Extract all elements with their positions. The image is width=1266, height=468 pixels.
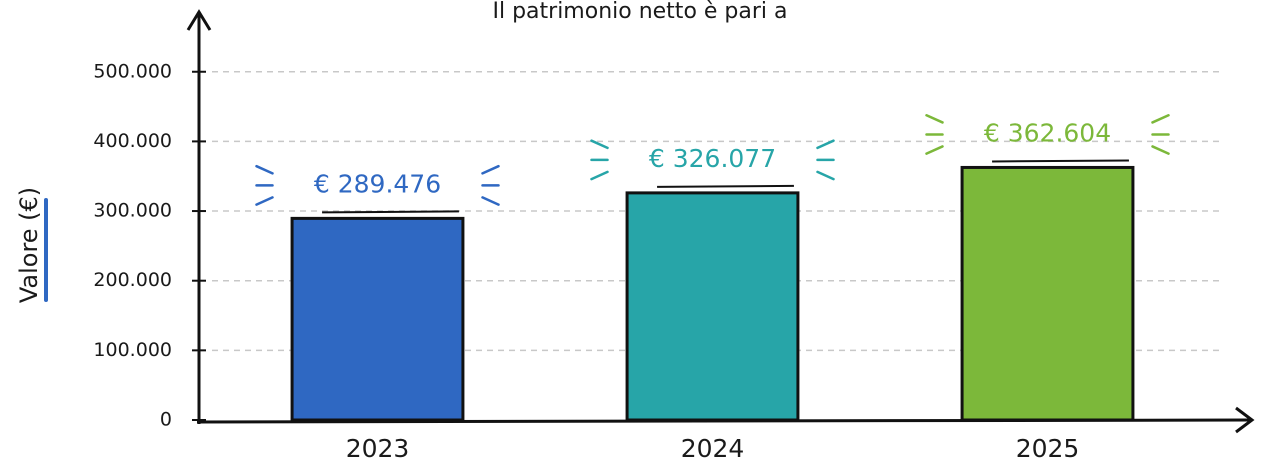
x-tick-label: 2023	[346, 434, 410, 463]
sparkle	[257, 166, 273, 173]
chart: Il patrimonio netto è pari a Valore (€) …	[0, 0, 1266, 468]
value-label: € 289.476	[314, 169, 441, 198]
y-tick-label: 0	[160, 409, 172, 431]
sparkle	[1153, 115, 1169, 122]
bar-top-line	[322, 211, 459, 212]
y-axis-label: Valore (€)	[15, 187, 43, 303]
sparkle	[1153, 146, 1169, 153]
y-tick-label: 300.000	[93, 200, 172, 222]
sparkle	[818, 172, 834, 179]
bar	[292, 218, 463, 420]
chart-title: Il patrimonio netto è pari a	[492, 0, 787, 24]
y-tick-label: 500.000	[93, 60, 172, 82]
page: {"chart_data": {"type": "bar", "title": …	[0, 0, 1266, 468]
bar-top-line	[657, 186, 794, 187]
y-tick-label: 400.000	[93, 130, 172, 152]
sparkle	[483, 166, 499, 173]
x-axis	[197, 420, 1250, 422]
value-label: € 362.604	[984, 118, 1111, 147]
x-tick-label: 2024	[681, 434, 745, 463]
sparkle	[483, 197, 499, 204]
bar-top-line	[992, 160, 1129, 161]
sparkle	[927, 115, 943, 122]
y-tick-label: 100.000	[93, 339, 172, 361]
sparkle	[257, 197, 273, 204]
sparkle	[927, 146, 943, 153]
x-tick-label: 2025	[1016, 434, 1080, 463]
marks: € 289.476 € 326.077 € 362.604	[257, 115, 1169, 420]
bar	[627, 193, 798, 420]
bar	[962, 167, 1133, 420]
value-label: € 326.077	[649, 144, 776, 173]
sparkle	[592, 172, 608, 179]
y-tick-label: 200.000	[93, 269, 172, 291]
